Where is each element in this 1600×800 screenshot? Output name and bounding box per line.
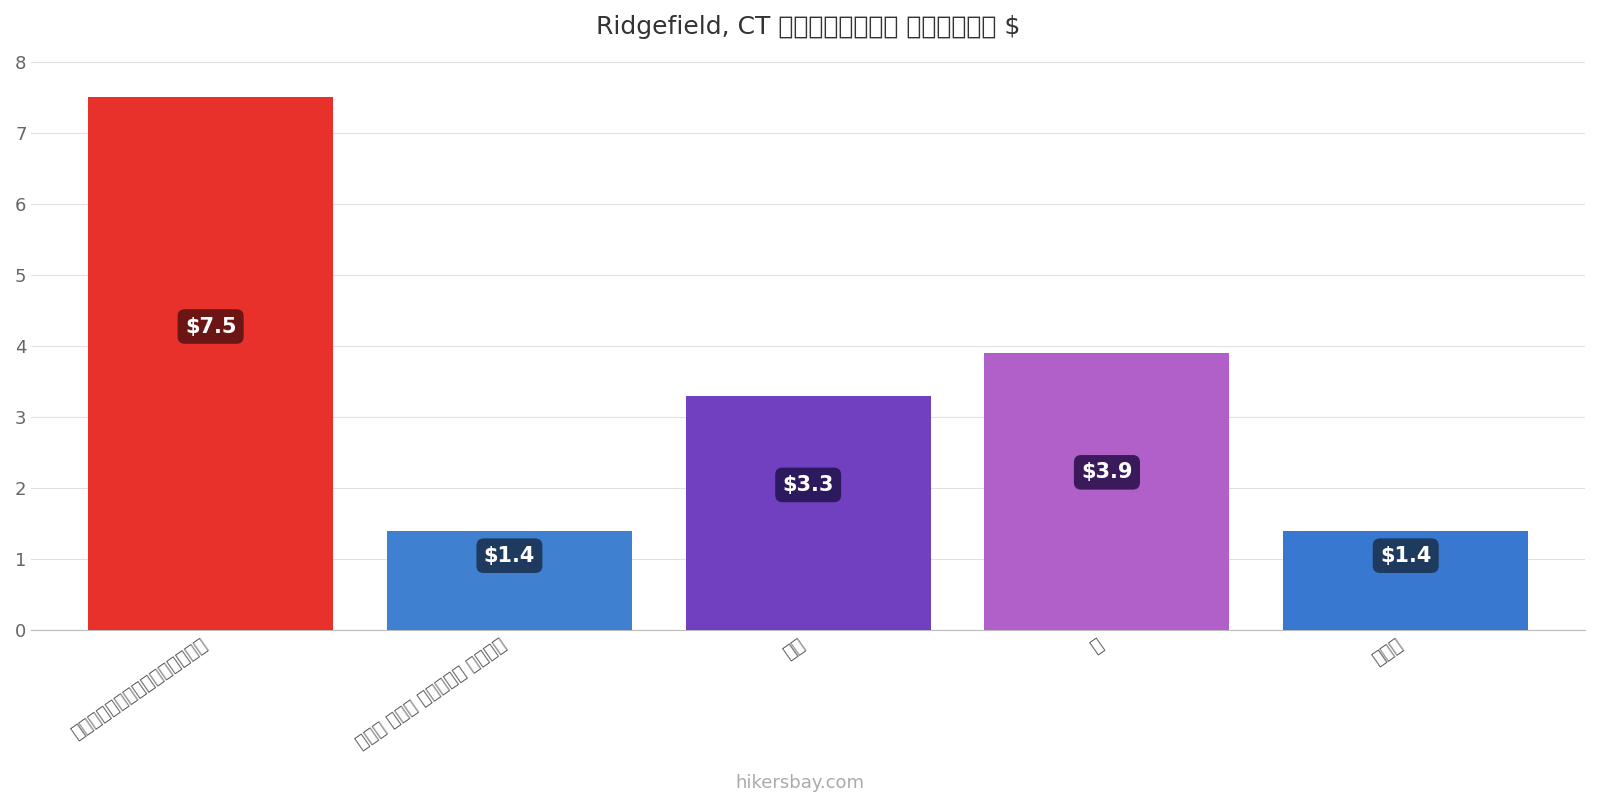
- Text: $1.4: $1.4: [483, 546, 534, 566]
- Bar: [1283, 531, 1528, 630]
- Text: hikersbay.com: hikersbay.com: [736, 774, 864, 792]
- Bar: [387, 531, 632, 630]
- Text: $1.4: $1.4: [1381, 546, 1432, 566]
- Bar: [984, 353, 1229, 630]
- Text: $3.9: $3.9: [1082, 462, 1133, 482]
- Text: $3.3: $3.3: [782, 475, 834, 495]
- Title: Ridgefield, CT レストランの価格 しょくひんか $: Ridgefield, CT レストランの価格 しょくひんか $: [595, 15, 1021, 39]
- Text: $7.5: $7.5: [186, 317, 237, 337]
- Bar: [88, 98, 333, 630]
- Bar: [686, 396, 931, 630]
